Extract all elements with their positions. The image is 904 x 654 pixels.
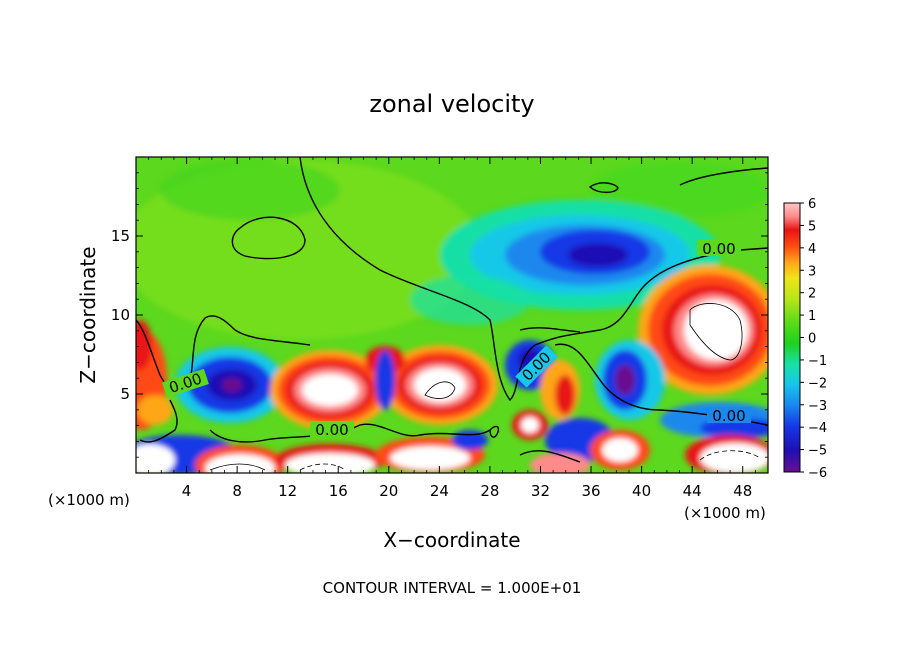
colorbar-tick-label: −2	[808, 376, 827, 391]
x-tick-label: 24	[430, 482, 449, 500]
colorbar-tick-label: −3	[808, 399, 827, 414]
colorbar	[783, 202, 801, 473]
contour-label: 0.00	[702, 240, 735, 258]
x-tick-label: 40	[632, 482, 651, 500]
colorbar-tick-label: −4	[808, 421, 827, 436]
x-tick-label: 20	[379, 482, 398, 500]
x-unit-left: (×1000 m)	[48, 491, 130, 509]
y-tick-label: 15	[111, 227, 130, 245]
colorbar-tick-label: 2	[808, 287, 816, 302]
x-axis: 4 8 12 16 20 24 28 32 36 40 44 48	[148, 157, 756, 500]
y-tick-label: 10	[111, 306, 130, 324]
x-tick-label: 48	[733, 482, 752, 500]
contour-label: 0.00	[712, 407, 745, 425]
y-axis: 5 10 15	[111, 172, 768, 458]
colorbar-ticks: 6 5 4 3 2 1 0 −1 −2 −3 −4 −5 −6	[800, 197, 827, 481]
colorbar-tick-label: −1	[808, 354, 827, 369]
x-tick-label: 36	[581, 482, 600, 500]
colorbar-tick-label: 0	[808, 332, 816, 347]
colorbar-tick-label: 6	[808, 197, 816, 212]
x-tick-label: 32	[531, 482, 550, 500]
colorbar-tick-label: 3	[808, 264, 816, 279]
heatmap-field	[136, 157, 768, 473]
x-tick-label: 12	[278, 482, 297, 500]
contour-label: 0.00	[315, 421, 348, 439]
colorbar-tick-label: 5	[808, 219, 816, 234]
colorbar-tick-label: −6	[808, 466, 827, 481]
y-axis-label: Z−coordinate	[76, 246, 100, 383]
x-tick-label: 28	[480, 482, 499, 500]
colorbar-tick-label: 4	[808, 242, 816, 257]
y-tick-label: 5	[120, 385, 130, 403]
x-tick-label: 4	[182, 482, 192, 500]
x-tick-label: 44	[683, 482, 702, 500]
x-tick-label: 8	[232, 482, 242, 500]
colorbar-tick-label: −5	[808, 444, 827, 459]
contour-labels: 0.00 0.00 0.00 0.00 0.00	[162, 240, 751, 439]
x-tick-label: 16	[329, 482, 348, 500]
colorbar-tick-label: 1	[808, 309, 816, 324]
contour-interval-note: CONTOUR INTERVAL = 1.000E+01	[323, 579, 582, 597]
x-unit-right: (×1000 m)	[684, 504, 766, 522]
x-axis-label: X−coordinate	[383, 528, 520, 552]
chart-title: zonal velocity	[369, 90, 534, 118]
